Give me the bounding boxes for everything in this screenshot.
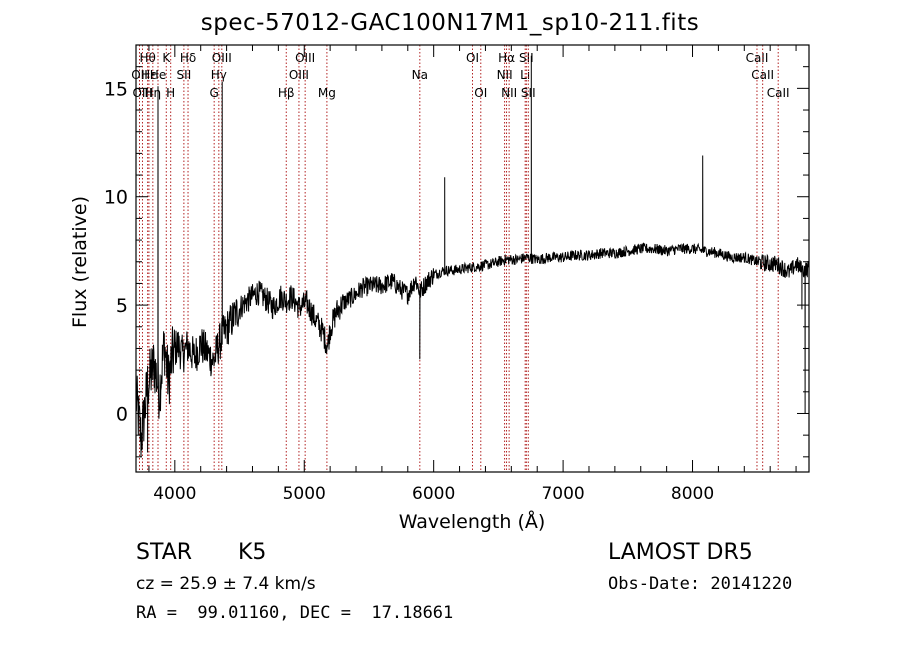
y-tick-label: 10 bbox=[104, 187, 128, 209]
line-marker-label: K bbox=[162, 51, 171, 65]
chart-title: spec-57012-GAC100N17M1_sp10-211.fits bbox=[200, 10, 700, 36]
line-marker-label: Li bbox=[520, 68, 530, 82]
survey-name: LAMOST DR5 bbox=[608, 540, 753, 565]
y-tick-label: 0 bbox=[116, 403, 128, 425]
line-marker-label: OIII bbox=[132, 86, 152, 100]
line-markers: OIIOIIIHθHεHηHeKHSIIHδGHγOIIIHβOIIIOIIIM… bbox=[131, 45, 790, 472]
y-tick-label: 5 bbox=[116, 295, 128, 317]
spectrum-line bbox=[135, 55, 810, 458]
line-marker-label: Hθ bbox=[139, 51, 155, 65]
line-marker-label: CaII bbox=[767, 86, 790, 100]
line-marker-label: NII bbox=[501, 86, 517, 100]
line-marker-label: Hβ bbox=[278, 86, 295, 100]
x-tick-label: 7000 bbox=[541, 484, 584, 504]
line-marker-label: Hγ bbox=[211, 68, 227, 82]
line-marker-label: Na bbox=[412, 68, 428, 82]
line-marker-label: OIII bbox=[212, 51, 232, 65]
x-tick-label: 4000 bbox=[153, 484, 196, 504]
line-marker-label: SII bbox=[177, 68, 192, 82]
object-class: STAR bbox=[136, 540, 193, 565]
line-marker-label: H bbox=[166, 86, 175, 100]
plot-frame bbox=[135, 44, 810, 473]
line-marker-label: SII bbox=[521, 86, 536, 100]
line-marker-label: NII bbox=[497, 68, 513, 82]
line-marker-label: G bbox=[210, 86, 219, 100]
x-tick-label: 6000 bbox=[412, 484, 455, 504]
coordinates: RA = 99.01160, DEC = 17.18661 bbox=[136, 603, 454, 623]
axes: 4000 5000 6000 7000 8000 0 5 10 15 bbox=[104, 45, 809, 504]
line-marker-label: Hα bbox=[498, 51, 515, 65]
line-marker-label: OI bbox=[474, 86, 487, 100]
x-tick-label: 5000 bbox=[283, 484, 326, 504]
redshift-value: cz = 25.9 ± 7.4 km/s bbox=[136, 574, 316, 594]
line-marker-label: Hε bbox=[141, 68, 157, 82]
line-marker-label: SII bbox=[519, 51, 534, 65]
line-marker-label: OII bbox=[131, 68, 148, 82]
obs-date: Obs-Date: 20141220 bbox=[608, 574, 793, 594]
spectrum-series bbox=[135, 55, 810, 458]
line-marker-label: Hδ bbox=[180, 51, 196, 65]
y-axis-label: Flux (relative) bbox=[69, 196, 91, 328]
line-marker-label: OIII bbox=[295, 51, 315, 65]
line-marker-label: Mg bbox=[318, 86, 336, 100]
line-marker-label: CaII bbox=[751, 68, 774, 82]
line-marker-label: Hη bbox=[145, 86, 162, 100]
line-marker-label: He bbox=[150, 68, 166, 82]
x-tick-label: 8000 bbox=[671, 484, 714, 504]
x-axis-label: Wavelength (Å) bbox=[399, 510, 546, 533]
line-marker-label: OIII bbox=[289, 68, 309, 82]
line-marker-label: CaII bbox=[746, 51, 769, 65]
line-marker-label: OI bbox=[466, 51, 479, 65]
y-tick-label: 15 bbox=[104, 78, 128, 100]
object-subclass: K5 bbox=[238, 540, 267, 565]
